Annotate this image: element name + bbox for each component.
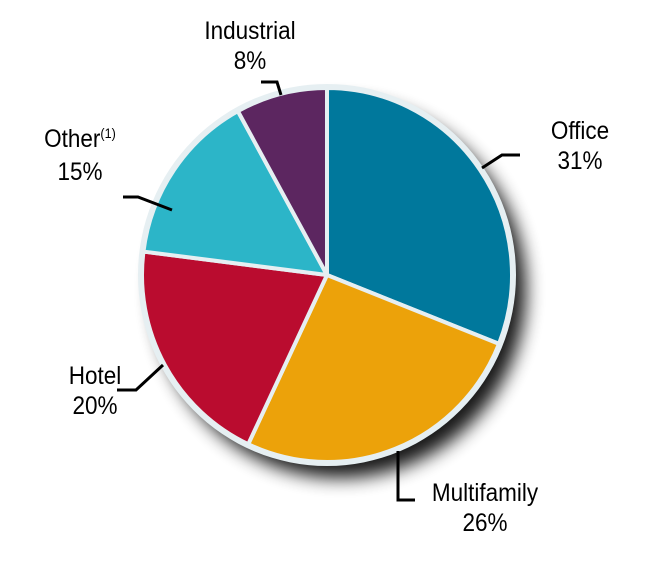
label-other-footnote: (1) — [100, 125, 116, 141]
label-office-name: Office — [550, 117, 610, 145]
leader-line-multifamily — [396, 451, 415, 502]
leader-line-hotel — [117, 363, 165, 392]
label-other-pct: 15% — [57, 158, 103, 186]
label-multifamily-name: Multifamily — [431, 479, 539, 507]
label-multifamily: Multifamily 26% — [413, 478, 557, 538]
label-hotel: Hotel 20% — [46, 361, 145, 421]
label-other-name: Other — [44, 125, 101, 153]
pie-slice-other — [141, 109, 329, 277]
label-office-pct: 31% — [557, 147, 603, 175]
pie-slice-hotel — [140, 249, 329, 447]
label-office: Office 31% — [526, 116, 634, 176]
pie-slice-office — [325, 86, 514, 346]
leader-line-industrial — [261, 80, 283, 96]
leader-lines — [117, 80, 520, 502]
label-other: Other(1) 15% — [26, 124, 134, 187]
label-multifamily-pct: 26% — [462, 509, 508, 537]
leader-line-office — [481, 153, 520, 170]
label-hotel-pct: 20% — [72, 392, 118, 420]
leader-line-other — [123, 195, 173, 212]
label-industrial-name: Industrial — [204, 17, 296, 45]
pie-slices — [140, 86, 514, 464]
pie-slice-multifamily — [246, 273, 502, 464]
label-hotel-name: Hotel — [68, 362, 122, 390]
label-industrial: Industrial 8% — [187, 16, 313, 76]
label-industrial-pct: 8% — [233, 47, 267, 75]
